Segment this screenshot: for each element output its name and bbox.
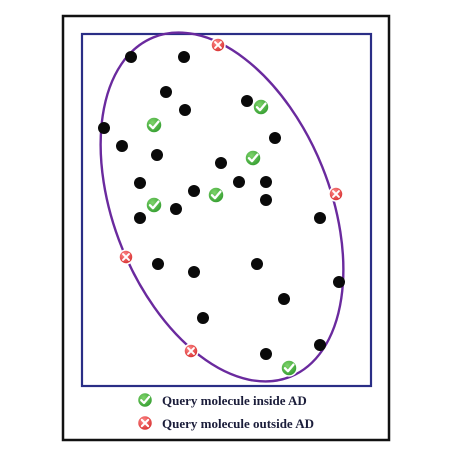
training-point xyxy=(251,258,263,270)
legend: Query molecule inside AD Query molecule … xyxy=(136,391,314,432)
training-point xyxy=(260,194,272,206)
check-circle-icon xyxy=(244,149,262,167)
training-point xyxy=(170,203,182,215)
training-point xyxy=(241,95,253,107)
check-circle-icon xyxy=(136,391,154,409)
training-point xyxy=(188,185,200,197)
x-circle-icon xyxy=(328,186,344,202)
legend-inside-label: Query molecule inside AD xyxy=(162,393,307,408)
x-circle-icon xyxy=(183,343,199,359)
applicability-domain-ellipse xyxy=(99,31,345,383)
training-point xyxy=(215,157,227,169)
plot-area-frame xyxy=(80,32,373,388)
training-point xyxy=(160,86,172,98)
check-circle-icon xyxy=(252,98,270,116)
training-point xyxy=(134,212,146,224)
check-circle-icon xyxy=(280,359,298,377)
x-circle-icon xyxy=(136,414,154,432)
training-point xyxy=(179,104,191,116)
training-point xyxy=(188,266,200,278)
training-point xyxy=(134,177,146,189)
query-inside-markers xyxy=(145,98,298,377)
training-point xyxy=(125,51,137,63)
training-set-points xyxy=(98,51,345,360)
training-point xyxy=(278,293,290,305)
check-circle-icon xyxy=(136,391,154,409)
training-point xyxy=(314,339,326,351)
training-point xyxy=(260,176,272,188)
training-point xyxy=(260,348,272,360)
training-point xyxy=(98,122,110,134)
x-circle-icon xyxy=(136,414,154,432)
training-point xyxy=(151,149,163,161)
training-point xyxy=(269,132,281,144)
training-point xyxy=(152,258,164,270)
training-point xyxy=(233,176,245,188)
training-point xyxy=(178,51,190,63)
check-circle-icon xyxy=(145,116,163,134)
training-point xyxy=(314,212,326,224)
training-point xyxy=(333,276,345,288)
legend-outside-label: Query molecule outside AD xyxy=(162,416,314,431)
training-point xyxy=(116,140,128,152)
x-circle-icon xyxy=(210,37,226,53)
outer-frame xyxy=(61,14,391,442)
check-circle-icon xyxy=(145,196,163,214)
x-circle-icon xyxy=(118,249,134,265)
query-outside-markers xyxy=(118,37,344,359)
check-circle-icon xyxy=(207,186,225,204)
training-point xyxy=(197,312,209,324)
